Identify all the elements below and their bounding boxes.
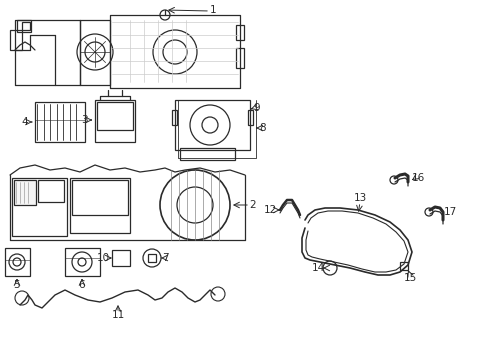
Text: 7: 7 xyxy=(162,253,168,263)
Text: 12: 12 xyxy=(263,205,276,215)
Bar xyxy=(95,100,135,142)
Text: 2: 2 xyxy=(249,200,256,210)
Bar xyxy=(12,178,67,236)
Bar xyxy=(236,48,244,68)
Text: 9: 9 xyxy=(253,103,260,113)
Bar xyxy=(247,110,252,125)
Bar xyxy=(399,262,407,270)
Text: 5: 5 xyxy=(14,280,20,290)
Text: 15: 15 xyxy=(403,273,416,283)
Bar xyxy=(172,110,177,125)
Text: 14: 14 xyxy=(311,263,324,273)
Bar xyxy=(70,178,130,233)
Text: 10: 10 xyxy=(96,253,109,263)
Text: 6: 6 xyxy=(79,280,85,290)
Text: 13: 13 xyxy=(353,193,366,203)
Text: 16: 16 xyxy=(410,173,424,183)
Text: 1: 1 xyxy=(209,5,216,15)
Text: 8: 8 xyxy=(259,123,266,133)
Text: 4: 4 xyxy=(21,117,28,127)
Text: 17: 17 xyxy=(443,207,456,217)
Bar xyxy=(236,25,244,40)
Bar xyxy=(38,180,64,202)
Bar xyxy=(22,22,30,30)
Bar xyxy=(72,180,128,215)
Bar xyxy=(17,20,31,32)
Bar xyxy=(97,102,133,130)
Bar xyxy=(148,254,156,262)
Bar xyxy=(14,180,36,205)
Text: 11: 11 xyxy=(111,310,124,320)
Bar xyxy=(10,30,22,50)
Bar xyxy=(35,102,85,142)
Bar xyxy=(175,100,249,150)
Text: 3: 3 xyxy=(81,115,87,125)
Bar xyxy=(180,148,235,160)
Bar xyxy=(65,248,100,276)
Bar xyxy=(5,248,30,276)
Bar xyxy=(112,250,130,266)
